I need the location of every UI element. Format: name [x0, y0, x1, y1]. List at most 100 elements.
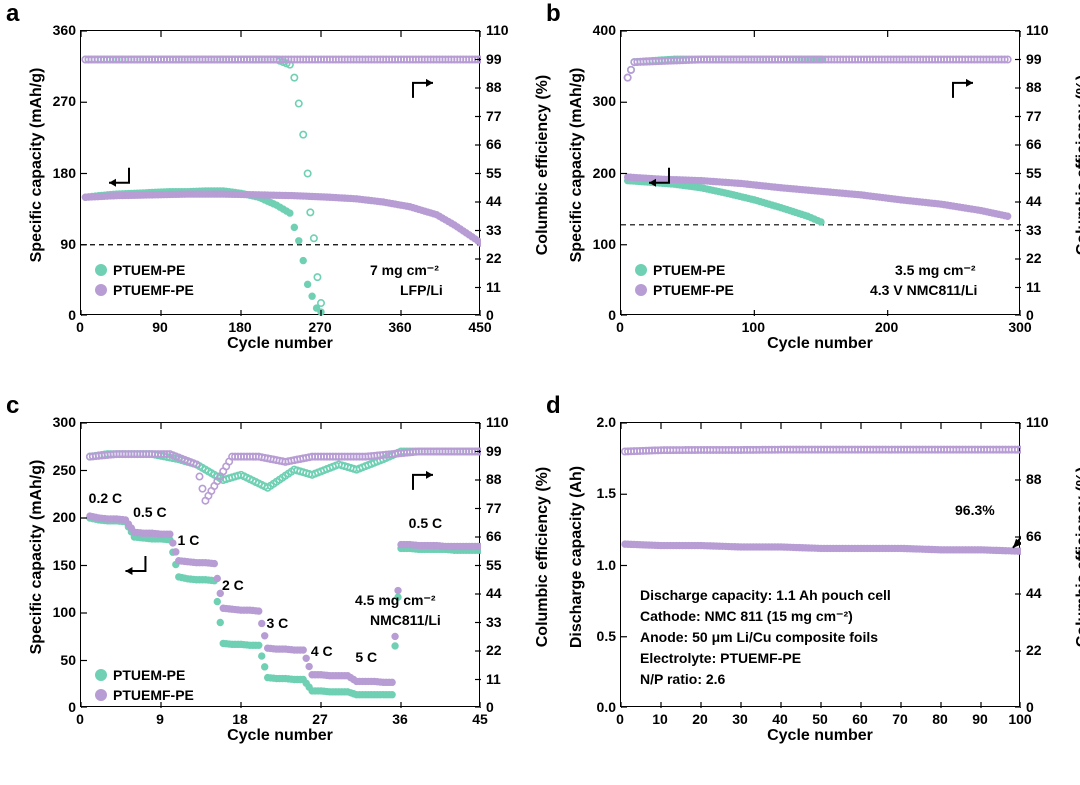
ytick-r: 66 — [486, 528, 502, 544]
xtick: 80 — [925, 711, 955, 727]
ytick-l: 0 — [578, 307, 616, 323]
ytick-r: 22 — [486, 642, 502, 658]
ytick-l: 400 — [578, 22, 616, 38]
ytick-l: 200 — [38, 509, 76, 525]
panel-a: a Specific capacity (mAh/g) Columbic eff… — [0, 0, 540, 380]
rate-label: 3 C — [266, 615, 288, 631]
ytick-r: 33 — [486, 614, 502, 630]
ytick-r: 33 — [486, 222, 502, 238]
xtick: 360 — [385, 319, 415, 335]
legend-swatch-green — [95, 669, 107, 681]
ytick-r: 11 — [486, 671, 501, 687]
ytick-r: 99 — [486, 443, 502, 459]
info-line: Anode: 50 μm Li/Cu composite foils — [640, 629, 878, 645]
panel-c-anno-2: NMC811/Li — [370, 612, 441, 628]
ytick-r: 110 — [1026, 22, 1049, 38]
xtick: 18 — [225, 711, 255, 727]
xtick: 20 — [685, 711, 715, 727]
ytick-r: 77 — [486, 108, 502, 124]
ytick-l: 0.5 — [578, 628, 616, 644]
legend-a-1: PTUEM-PE — [95, 262, 185, 278]
xtick: 180 — [225, 319, 255, 335]
legend-b-1: PTUEM-PE — [635, 262, 725, 278]
xtick: 60 — [845, 711, 875, 727]
ytick-r: 66 — [486, 136, 502, 152]
xtick: 90 — [965, 711, 995, 727]
ytick-l: 90 — [38, 236, 76, 252]
ytick-r: 66 — [1026, 528, 1042, 544]
ytick-l: 300 — [38, 414, 76, 430]
ytick-r: 22 — [1026, 250, 1042, 266]
ytick-r: 99 — [1026, 51, 1042, 67]
ytick-l: 250 — [38, 462, 76, 478]
rate-label: 2 C — [222, 577, 244, 593]
panel-c-plot — [80, 422, 480, 707]
panel-b-label: b — [546, 0, 561, 28]
panel-b-xlabel: Cycle number — [620, 335, 1020, 353]
panel-d-label: d — [546, 392, 561, 420]
rate-label: 0.2 C — [89, 490, 122, 506]
xtick: 270 — [305, 319, 335, 335]
xtick: 90 — [145, 319, 175, 335]
ytick-l: 360 — [38, 22, 76, 38]
ytick-r: 22 — [486, 250, 502, 266]
ytick-l: 0.0 — [578, 699, 616, 715]
panel-a-label: a — [6, 0, 19, 28]
ytick-l: 0 — [38, 307, 76, 323]
ytick-r: 99 — [486, 51, 502, 67]
xtick: 27 — [305, 711, 335, 727]
ytick-r: 44 — [486, 585, 502, 601]
ytick-l: 0 — [38, 699, 76, 715]
panel-a-anno-2: LFP/Li — [400, 282, 443, 298]
ytick-r: 11 — [486, 279, 501, 295]
ytick-r: 110 — [486, 414, 509, 430]
rate-label: 0.5 C — [133, 504, 166, 520]
legend-swatch-purple — [95, 689, 107, 701]
rate-label: 5 C — [355, 649, 377, 665]
ytick-r: 110 — [1026, 414, 1049, 430]
ytick-r: 88 — [1026, 79, 1042, 95]
xtick: 10 — [645, 711, 675, 727]
panel-a-xlabel: Cycle number — [80, 335, 480, 353]
ytick-r: 22 — [1026, 642, 1042, 658]
panel-b: b Specific capacity (mAh/g) Columbic eff… — [540, 0, 1080, 380]
ytick-r: 44 — [1026, 193, 1042, 209]
rate-label: 1 C — [178, 532, 200, 548]
info-line: N/P ratio: 2.6 — [640, 671, 725, 687]
panel-c-xlabel: Cycle number — [80, 727, 480, 745]
ytick-r: 77 — [486, 500, 502, 516]
rate-label: 0.5 C — [409, 515, 442, 531]
xtick: 36 — [385, 711, 415, 727]
ytick-r: 110 — [486, 22, 509, 38]
panel-d-retention: 96.3% — [955, 502, 995, 518]
legend-swatch-green — [635, 264, 647, 276]
xtick: 50 — [805, 711, 835, 727]
ytick-r: 88 — [486, 471, 502, 487]
xtick: 100 — [738, 319, 768, 335]
xtick: 200 — [872, 319, 902, 335]
ytick-r: 55 — [486, 165, 502, 181]
ytick-r: 44 — [486, 193, 502, 209]
legend-swatch-purple — [635, 284, 647, 296]
ytick-l: 180 — [38, 165, 76, 181]
panel-d-xlabel: Cycle number — [620, 727, 1020, 745]
ytick-l: 1.5 — [578, 485, 616, 501]
ytick-r: 77 — [1026, 108, 1042, 124]
legend-swatch-purple — [95, 284, 107, 296]
ytick-l: 150 — [38, 557, 76, 573]
ytick-r: 33 — [1026, 222, 1042, 238]
ytick-r: 88 — [486, 79, 502, 95]
legend-c-2-label: PTUEMF-PE — [113, 687, 194, 703]
ytick-l: 200 — [578, 165, 616, 181]
xtick: 9 — [145, 711, 175, 727]
legend-c-1-label: PTUEM-PE — [113, 667, 185, 683]
panel-d-ylabel-right: Columbic efficiency (%) — [1074, 417, 1080, 697]
ytick-r: 44 — [1026, 585, 1042, 601]
legend-b-2: PTUEMF-PE — [635, 282, 734, 298]
info-line: Discharge capacity: 1.1 Ah pouch cell — [640, 587, 891, 603]
info-line: Electrolyte: PTUEMF-PE — [640, 650, 801, 666]
panel-c-label: c — [6, 392, 19, 420]
panel-c-anno-1: 4.5 mg cm⁻² — [355, 592, 436, 609]
ytick-l: 1.0 — [578, 557, 616, 573]
ytick-r: 0 — [486, 699, 494, 715]
